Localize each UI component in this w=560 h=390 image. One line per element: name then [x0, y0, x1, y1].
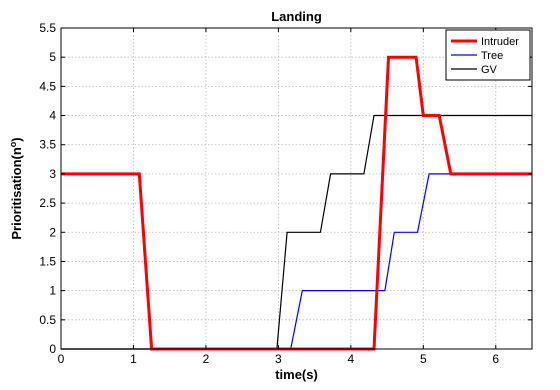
y-tick-label: 1.5 [39, 254, 56, 268]
y-axis-label-close: ) [9, 137, 24, 141]
legend-label-intruder: Intruder [481, 36, 519, 48]
y-tick-label: 3.5 [39, 138, 56, 152]
y-tick-label: 4.5 [39, 79, 56, 93]
legend-label-tree: Tree [481, 50, 503, 62]
y-tick-label: 0.5 [39, 313, 56, 327]
series-line-gv [61, 114, 532, 350]
series-line-intruder [61, 55, 532, 351]
y-tick-label: 3 [49, 167, 56, 181]
y-tick-label: 5.5 [39, 21, 56, 35]
x-tick-label: 0 [58, 352, 65, 366]
x-tick-label: 1 [130, 352, 137, 366]
y-axis-label-superscript: o [8, 141, 18, 147]
legend: Intruder Tree GV [445, 29, 531, 81]
y-axis-label-main: Prioritisation(n [9, 147, 24, 240]
x-tick-label: 4 [348, 352, 355, 366]
y-tick-label: 1 [49, 284, 56, 298]
y-tick-label: 2.5 [39, 196, 56, 210]
legend-label-gv: GV [481, 64, 498, 76]
plot-frame [60, 27, 533, 350]
x-tick-label: 3 [275, 352, 282, 366]
y-tick-label: 5 [49, 50, 56, 64]
y-axis-label: Prioritisation(no) [8, 137, 24, 239]
y-tick-label: 0 [49, 342, 56, 356]
x-tick-label: 5 [420, 352, 427, 366]
series-layer [61, 55, 532, 351]
y-tick-label: 4 [49, 109, 56, 123]
x-tick-label: 2 [203, 352, 210, 366]
x-tick-label: 6 [492, 352, 499, 366]
x-axis-label: time(s) [275, 367, 318, 382]
chart-title: Landing [271, 9, 322, 24]
y-tick-label: 2 [49, 225, 56, 239]
ticks: 0 1 2 3 4 5 6 0 0.5 1 1.5 2 2.5 3 3.5 4 4.5 5 5.5 [39, 21, 532, 366]
